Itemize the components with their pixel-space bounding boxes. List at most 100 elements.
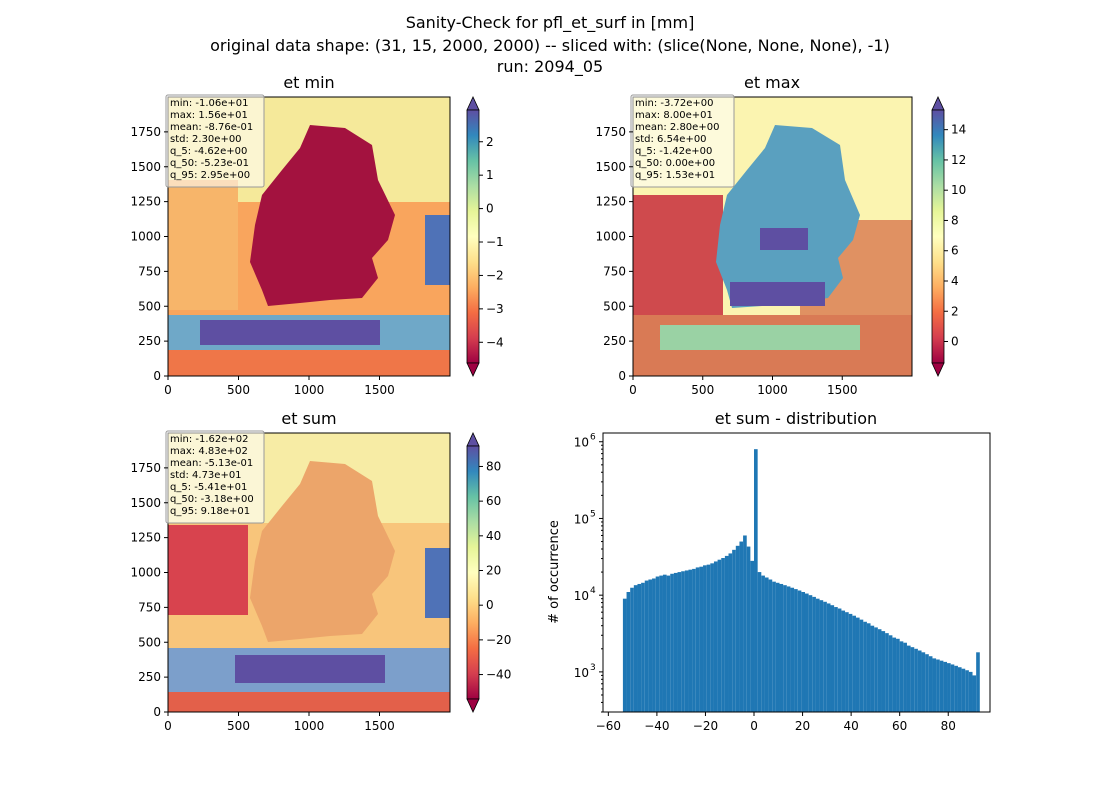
tick-label: 0 — [486, 598, 494, 612]
tick-label: 500 — [138, 635, 161, 649]
stats-line: mean: 2.80e+00 — [635, 122, 719, 133]
tick-label: 750 — [603, 264, 626, 278]
stats-line: q_5: -5.41e+01 — [170, 482, 247, 493]
tick-exponent: 5 — [590, 509, 596, 519]
heatmap-germany-shape — [250, 125, 395, 306]
heatmap-south-edge — [168, 350, 450, 376]
histogram-bar — [863, 621, 867, 712]
tick-label: 1250 — [130, 531, 161, 545]
histogram-bar — [732, 549, 736, 712]
histogram-bar — [724, 555, 729, 712]
histogram-bar — [670, 573, 674, 712]
stats-line: min: -1.06e+01 — [170, 98, 249, 109]
histogram-bar — [845, 612, 849, 712]
histogram-bar — [713, 561, 718, 712]
histogram-bar — [885, 633, 889, 712]
histogram-bar — [837, 608, 842, 712]
histogram-bar — [761, 575, 765, 712]
tick-label: 12 — [951, 153, 966, 167]
histogram-bar — [633, 585, 638, 712]
histogram-bar — [673, 572, 678, 712]
tick-label: 0 — [153, 705, 161, 719]
tick-label: 10 — [574, 436, 589, 450]
histogram-bar — [764, 577, 769, 712]
tick-label: 10 — [574, 589, 589, 603]
tick-label: 10 — [574, 666, 589, 680]
histogram-bar — [743, 535, 747, 712]
tick-label: 250 — [138, 334, 161, 348]
tick-label: 60 — [892, 719, 907, 733]
histogram-bar — [681, 571, 685, 712]
histogram-bar — [746, 546, 751, 712]
histogram-bar — [830, 605, 835, 712]
histogram-bar — [717, 559, 722, 712]
colorbar-extend-top — [466, 432, 480, 447]
histogram-bar — [815, 598, 820, 712]
stats-line: std: 4.73e+01 — [170, 470, 242, 481]
heatmap-west-region — [168, 180, 238, 310]
panel-et-min: et min min: -1.06e+01 max: 1.56e+01 mean… — [130, 73, 503, 397]
tick-label: 500 — [691, 383, 714, 397]
stats-line: q_50: -3.18e+00 — [170, 494, 254, 505]
histogram-bar — [794, 589, 798, 712]
histogram-bar — [921, 652, 926, 712]
histogram-bar — [695, 567, 700, 712]
histogram-bar — [917, 650, 922, 712]
histogram-bar — [881, 631, 886, 712]
tick-label: −1 — [486, 235, 504, 249]
histogram-bar — [928, 656, 933, 712]
stats-line: q_5: -1.42e+00 — [635, 146, 712, 157]
stats-line: q_95: 9.18e+01 — [170, 506, 250, 517]
tick-label: 0 — [486, 202, 494, 216]
tick-label: −4 — [486, 335, 504, 349]
tick-label: 0 — [164, 719, 172, 733]
tick-label: 40 — [486, 529, 501, 543]
histogram-bar — [728, 553, 733, 712]
tick-label: 750 — [138, 600, 161, 614]
heatmap-germany-shape — [250, 461, 395, 642]
stats-line: min: -1.62e+02 — [170, 434, 249, 445]
tick-label: 80 — [941, 719, 956, 733]
histogram-bar — [852, 615, 856, 712]
histogram-bar — [801, 591, 805, 712]
tick-label: 0 — [629, 383, 637, 397]
stats-box: min: -1.62e+02 max: 4.83e+02 mean: -5.13… — [165, 430, 265, 524]
histogram-bar — [779, 583, 784, 712]
tick-label: 20 — [795, 719, 810, 733]
histogram-bar — [823, 601, 827, 712]
histogram-bar — [932, 658, 937, 712]
x-axis: 0 500 1000 1500 — [164, 376, 395, 397]
x-axis: 0 500 1000 1500 — [164, 712, 395, 733]
heatmap-alpine-band — [660, 325, 860, 350]
heatmap-germany-shape — [716, 125, 860, 308]
tick-label: 14 — [951, 123, 966, 137]
tick-exponent: 4 — [590, 586, 596, 596]
heatmap-west-region — [168, 525, 248, 615]
tick-label: 250 — [603, 334, 626, 348]
tick-label: 0 — [153, 369, 161, 383]
colorbar-extend-top — [931, 96, 945, 111]
tick-label: 500 — [603, 299, 626, 313]
histogram-bar — [874, 627, 878, 712]
tick-label: 2 — [951, 304, 959, 318]
histogram-bar — [626, 591, 631, 712]
panel-title: et min — [283, 73, 334, 92]
panel-et-sum: et sum min: -1.62e+02 max: 4.83e+02 mean… — [130, 409, 511, 733]
histogram-bar — [655, 576, 660, 712]
tick-label: −40 — [486, 668, 511, 682]
tick-label: −2 — [486, 268, 504, 282]
tick-label: 1000 — [757, 383, 788, 397]
histogram-bar — [662, 574, 667, 712]
colorbar-ticks: 2 1 0 −1 −2 −3 −4 — [479, 135, 504, 349]
x-axis: 0 500 1000 1500 — [629, 376, 858, 397]
histogram-bar — [710, 563, 714, 712]
heatmap-east-strip — [425, 215, 450, 285]
tick-label: 1000 — [595, 230, 626, 244]
colorbar: 2 1 0 −1 −2 −3 −4 — [466, 96, 504, 377]
tick-label: 500 — [227, 719, 250, 733]
stats-line: q_95: 2.95e+00 — [170, 170, 250, 181]
heatmap-dark-patch — [760, 228, 808, 250]
stats-line: std: 2.30e+00 — [170, 134, 242, 145]
